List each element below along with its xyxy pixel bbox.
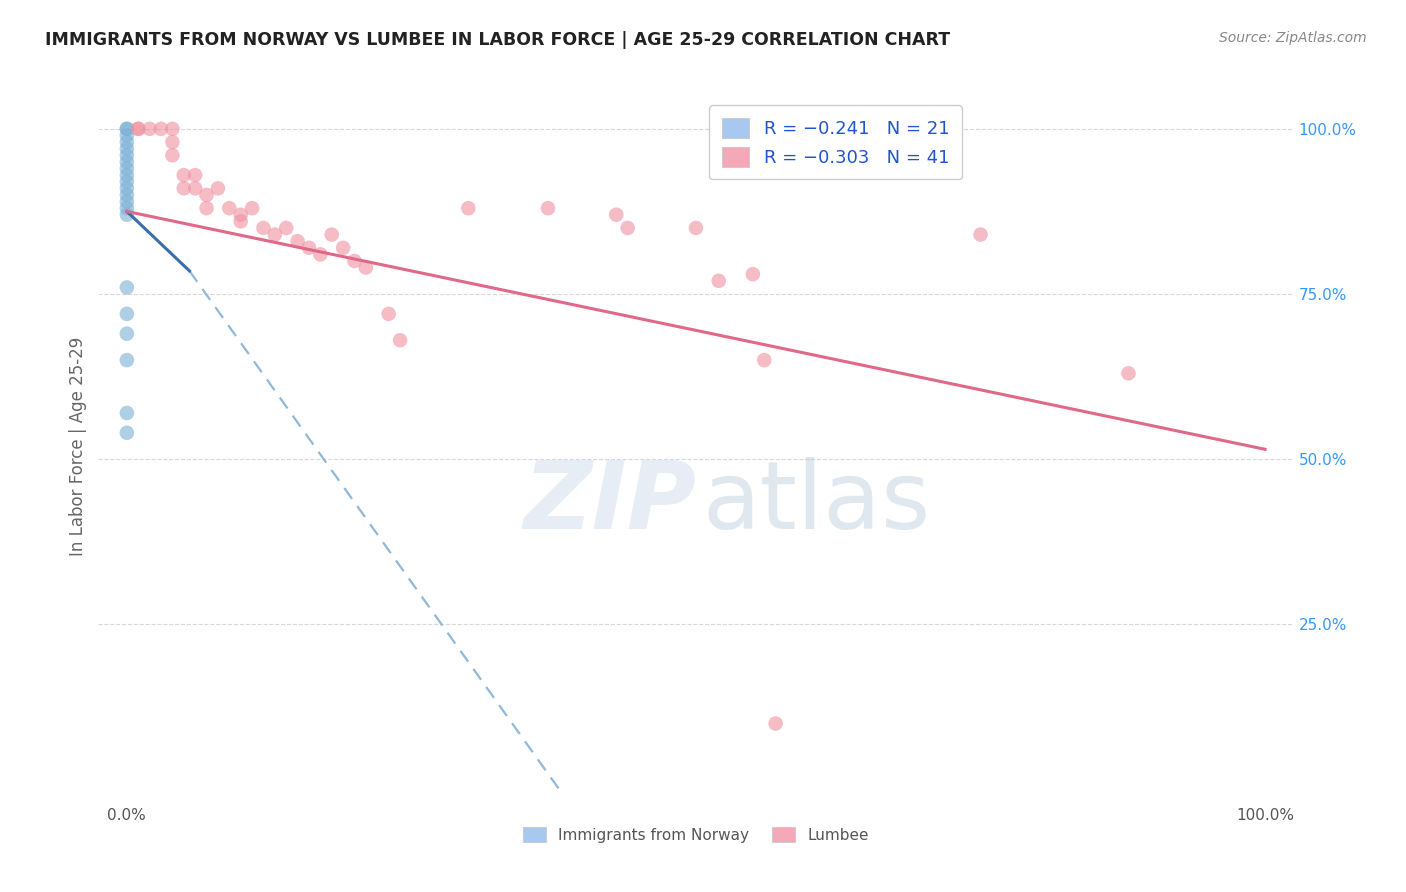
Point (321, 227, 343, 242)
Point (184, 181, 207, 195)
Point (377, 307, 399, 321)
Point (115, 154, 138, 169)
Point (537, 201, 560, 215)
Point (184, 168, 207, 182)
Point (162, 135, 184, 149)
Point (195, 201, 218, 215)
Point (605, 208, 627, 222)
Point (389, 333, 412, 347)
Text: atlas: atlas (702, 457, 931, 549)
Point (457, 201, 479, 215)
Point (354, 260, 377, 275)
Point (115, 161, 138, 176)
Point (115, 188, 138, 202)
Point (969, 227, 991, 242)
Point (252, 221, 274, 235)
Point (115, 307, 138, 321)
Point (115, 181, 138, 195)
Point (115, 353, 138, 368)
Point (115, 121, 138, 136)
Point (332, 241, 354, 255)
Text: Source: ZipAtlas.com: Source: ZipAtlas.com (1219, 31, 1367, 45)
Point (150, 121, 173, 136)
Point (173, 168, 195, 182)
Point (765, 716, 787, 731)
Point (207, 181, 229, 195)
Point (754, 353, 776, 368)
Point (343, 254, 366, 268)
Point (263, 227, 285, 242)
Point (229, 208, 252, 222)
Point (115, 168, 138, 182)
Point (115, 208, 138, 222)
Point (115, 175, 138, 189)
Point (162, 121, 184, 136)
Point (115, 326, 138, 341)
Point (741, 267, 763, 281)
Point (173, 181, 195, 195)
Point (127, 121, 149, 136)
Point (229, 214, 252, 228)
Point (138, 121, 160, 136)
Point (115, 142, 138, 156)
Point (115, 406, 138, 420)
Point (115, 201, 138, 215)
Point (287, 234, 309, 248)
Point (115, 425, 138, 440)
Text: ZIP: ZIP (523, 457, 696, 549)
Point (218, 201, 240, 215)
Point (115, 280, 138, 294)
Point (115, 135, 138, 149)
Point (115, 121, 138, 136)
Point (115, 128, 138, 143)
Point (127, 121, 149, 136)
Legend: Immigrants from Norway, Lumbee: Immigrants from Norway, Lumbee (517, 821, 875, 848)
Point (707, 274, 730, 288)
Point (1118, 367, 1140, 381)
Point (685, 221, 707, 235)
Point (616, 221, 638, 235)
Point (115, 148, 138, 162)
Text: IMMIGRANTS FROM NORWAY VS LUMBEE IN LABOR FORCE | AGE 25-29 CORRELATION CHART: IMMIGRANTS FROM NORWAY VS LUMBEE IN LABO… (45, 31, 950, 49)
Point (309, 247, 332, 261)
Point (195, 188, 218, 202)
Point (298, 241, 321, 255)
Point (276, 221, 298, 235)
Y-axis label: In Labor Force | Age 25-29: In Labor Force | Age 25-29 (69, 336, 87, 556)
Point (115, 194, 138, 209)
Point (162, 148, 184, 162)
Point (240, 201, 263, 215)
